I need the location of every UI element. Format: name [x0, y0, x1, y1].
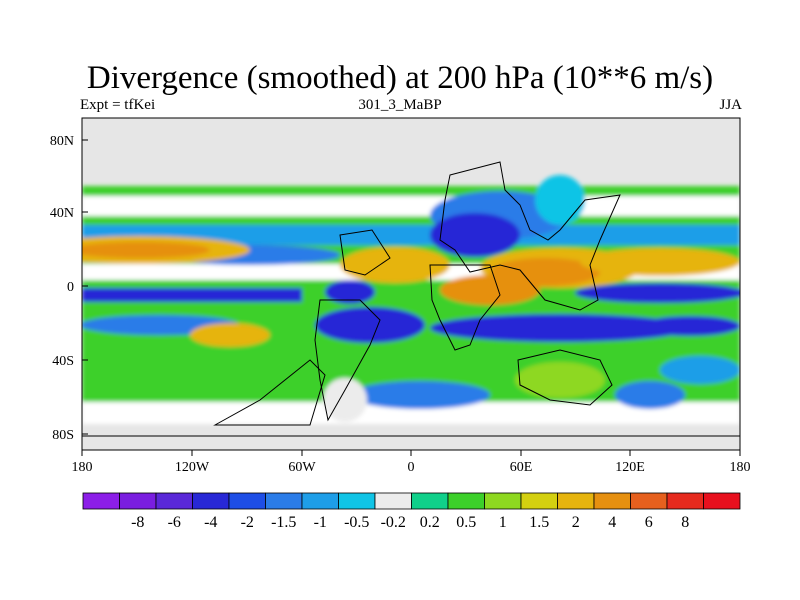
- lon-axis: 180 120W 60W 0 60E 120E 180: [72, 450, 751, 475]
- colorbar-label: 0.5: [456, 514, 476, 531]
- colorbar-swatch: [557, 492, 595, 510]
- colorbar: -8 -6 -4 -2 -1.5 -1 -0.5 -0.2 0.2 0.5 1 1.5 2 4 6 8: [82, 492, 741, 531]
- lat-label-80s: 80S: [52, 428, 74, 443]
- coastlines: [82, 161, 740, 450]
- colorbar-label: 8: [681, 514, 689, 531]
- season-label: JJA: [719, 97, 742, 113]
- lon-label-60w: 60W: [288, 460, 316, 475]
- colorbar-label: -2: [241, 514, 254, 531]
- figure-title: Divergence (smoothed) at 200 hPa (10**6 …: [86, 60, 714, 96]
- colorbar-label: -0.2: [381, 514, 406, 531]
- colorbar-label: -0.5: [344, 514, 369, 531]
- colorbar-swatch: [630, 492, 668, 510]
- colorbar-swatch: [155, 492, 193, 510]
- colorbar-label: 0.2: [420, 514, 440, 531]
- colorbar-swatch: [593, 492, 631, 510]
- colorbar-swatch: [411, 492, 449, 510]
- colorbar-swatch: [265, 492, 303, 510]
- lon-label-0: 0: [408, 460, 415, 475]
- colorbar-swatch: [119, 492, 157, 510]
- colorbar-swatch: [484, 492, 522, 510]
- lat-label-40s: 40S: [52, 354, 74, 369]
- lat-label-80n: 80N: [50, 134, 74, 149]
- lon-label-180e: 180: [730, 460, 751, 475]
- colorbar-label: 6: [645, 514, 653, 531]
- colorbar-swatch: [192, 492, 230, 510]
- colorbar-label: 1.5: [529, 514, 549, 531]
- lon-label-60e: 60E: [510, 460, 533, 475]
- colorbar-swatch: [520, 492, 558, 510]
- colorbar-swatch: [374, 492, 412, 510]
- colorbar-label: -4: [204, 514, 217, 531]
- colorbar-swatch: [447, 492, 485, 510]
- lat-axis: 80N 40N 0 40S 80S: [50, 134, 88, 443]
- experiment-label: Expt = tfKei: [80, 97, 156, 113]
- colorbar-label: -6: [168, 514, 181, 531]
- lon-label-120w: 120W: [175, 460, 210, 475]
- colorbar-swatch: [703, 492, 741, 510]
- colorbar-swatch: [82, 492, 120, 510]
- colorbar-label: 1: [499, 514, 507, 531]
- lon-label-180w: 180: [72, 460, 93, 475]
- lat-label-0: 0: [67, 280, 74, 295]
- lon-label-120e: 120E: [615, 460, 645, 475]
- lat-label-40n: 40N: [50, 206, 74, 221]
- run-id-label: 301_3_MaBP: [358, 97, 442, 113]
- colorbar-label: -1: [314, 514, 327, 531]
- colorbar-label: 2: [572, 514, 580, 531]
- colorbar-label: -1.5: [271, 514, 296, 531]
- colorbar-label: -8: [131, 514, 144, 531]
- divergence-field: [82, 118, 740, 450]
- colorbar-swatch: [228, 492, 266, 510]
- colorbar-label: 4: [608, 514, 616, 531]
- colorbar-swatch: [338, 492, 376, 510]
- colorbar-swatch: [301, 492, 339, 510]
- colorbar-swatch: [666, 492, 704, 510]
